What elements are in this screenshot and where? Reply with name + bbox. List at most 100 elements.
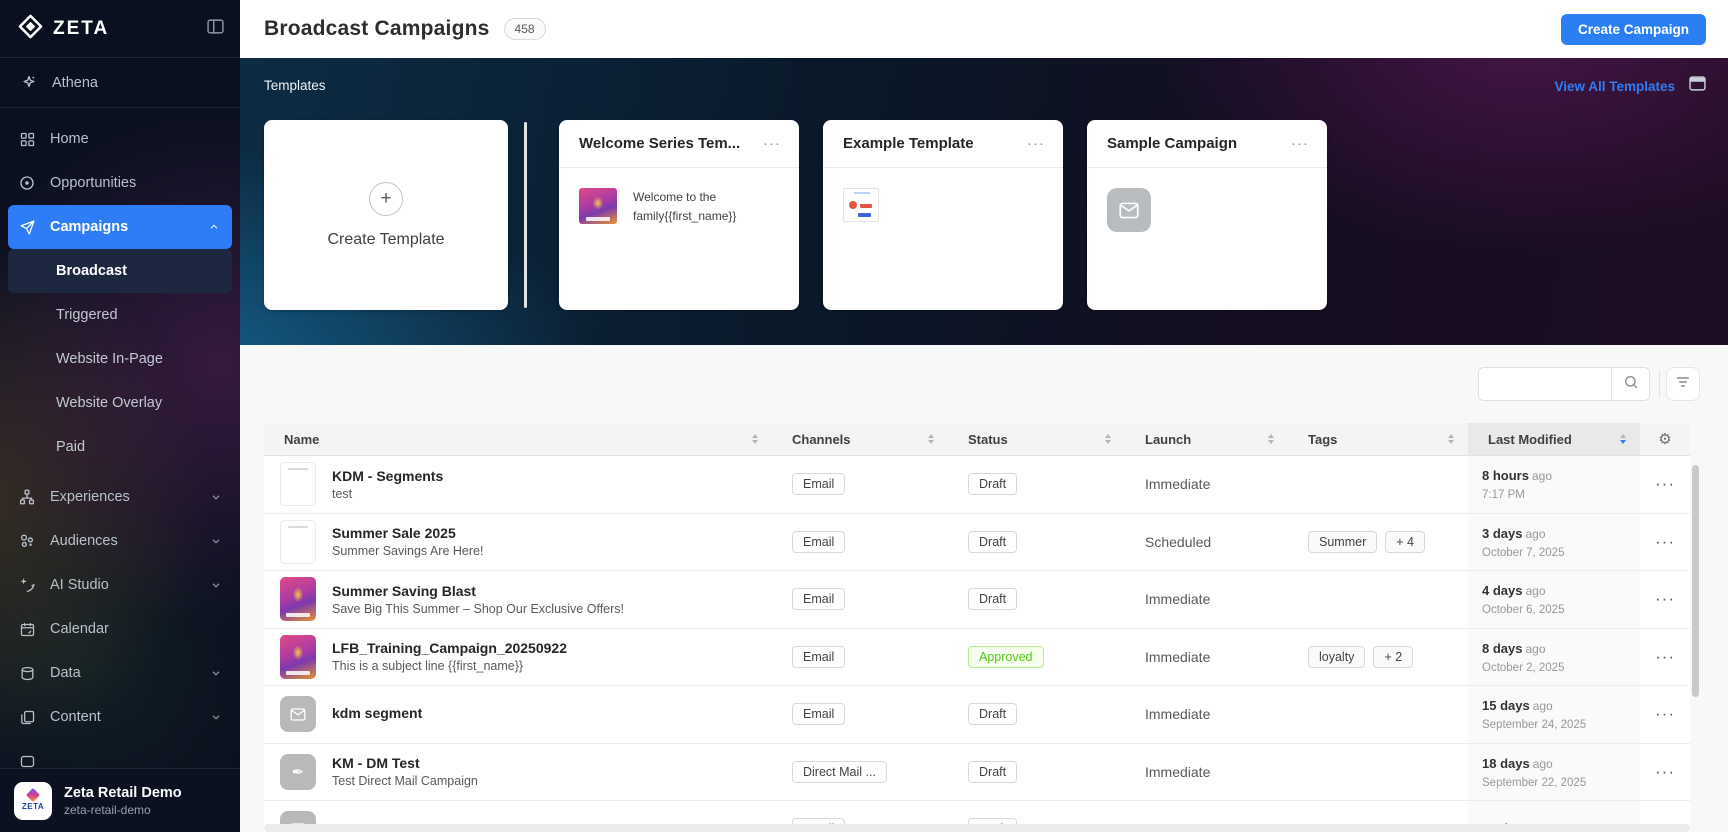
launch-type: Immediate: [1145, 706, 1211, 723]
column-header-tags[interactable]: Tags: [1288, 423, 1468, 455]
column-header-name[interactable]: Name: [264, 423, 772, 455]
template-gallery-icon[interactable]: [1689, 76, 1706, 96]
sidebar-item-home[interactable]: Home: [0, 117, 240, 161]
vertical-scrollbar[interactable]: [1692, 465, 1699, 697]
sidebar-item-website-overlay[interactable]: Website Overlay: [0, 381, 240, 425]
sidebar-item-label: Data: [50, 665, 81, 681]
workspace-badge-text: ZETA: [21, 802, 45, 811]
template-card-example[interactable]: Example Template ···: [823, 120, 1063, 310]
column-header-launch[interactable]: Launch: [1125, 423, 1288, 455]
sidebar-item-label: Calendar: [50, 621, 109, 637]
modified-relative: 4 days: [1482, 583, 1523, 599]
column-header-status[interactable]: Status: [948, 423, 1125, 455]
templates-label: Templates: [264, 78, 326, 93]
sidebar-item-paid[interactable]: Paid: [0, 425, 240, 469]
table-row[interactable]: LFB_Training_Campaign_20250922 This is a…: [264, 628, 1690, 686]
column-header-channels[interactable]: Channels: [772, 423, 948, 455]
status-badge: Draft: [968, 703, 1018, 726]
search-button[interactable]: [1611, 368, 1649, 400]
sidebar-item-audiences[interactable]: Audiences: [0, 519, 240, 563]
sidebar-item-opportunities[interactable]: Opportunities: [0, 161, 240, 205]
opportunities-icon: [18, 174, 36, 192]
campaign-name-link[interactable]: Summer Saving Blast: [332, 582, 476, 599]
sidebar-item-data[interactable]: Data: [0, 651, 240, 695]
campaign-name-link[interactable]: LFB_Training_Campaign_20250922: [332, 640, 567, 657]
partial-item-icon: [18, 753, 36, 770]
search-input[interactable]: [1479, 368, 1611, 400]
tag-chip: Summer: [1308, 530, 1378, 553]
kebab-menu-icon[interactable]: ···: [1291, 135, 1309, 152]
create-campaign-button[interactable]: Create Campaign: [1560, 13, 1706, 45]
table-settings-button[interactable]: ⚙: [1640, 423, 1690, 455]
row-actions-button[interactable]: ···: [1655, 589, 1675, 609]
campaigns-table: Name Channels Status Launch Tags: [264, 423, 1690, 832]
row-actions-button[interactable]: ···: [1655, 761, 1675, 781]
row-actions-button[interactable]: ···: [1655, 646, 1675, 666]
row-actions-button[interactable]: ···: [1655, 474, 1675, 494]
top-bar: Broadcast Campaigns 458 Create Campaign: [240, 0, 1728, 58]
sidebar-item-broadcast[interactable]: Broadcast: [8, 249, 232, 293]
table-row[interactable]: kdm segment Email Draft Immediate 15 day…: [264, 686, 1690, 744]
sidebar-item-partial[interactable]: [0, 739, 240, 783]
campaign-name-link[interactable]: KM - DM Test: [332, 755, 420, 772]
modified-detail: October 2, 2025: [1482, 661, 1565, 674]
envelope-icon: [280, 696, 316, 733]
campaign-list-section: Name Channels Status Launch Tags: [240, 345, 1728, 832]
launch-type: Immediate: [1145, 476, 1211, 493]
sidebar-item-calendar[interactable]: Calendar: [0, 607, 240, 651]
table-row[interactable]: KDM - Segments test Email Draft Immediat…: [264, 456, 1690, 514]
envelope-icon: [1107, 188, 1151, 232]
modified-detail: October 6, 2025: [1482, 604, 1565, 617]
view-all-templates-link[interactable]: View All Templates: [1554, 78, 1675, 94]
gear-icon: ⚙: [1658, 430, 1672, 448]
column-header-last-modified[interactable]: Last Modified: [1468, 423, 1640, 455]
sidebar-item-experiences[interactable]: Experiences: [0, 475, 240, 519]
template-card-title: Example Template: [843, 135, 974, 152]
sub-item-label: Paid: [56, 439, 86, 455]
sidebar-item-triggered[interactable]: Triggered: [0, 293, 240, 337]
sub-item-label: Website Overlay: [56, 395, 163, 411]
template-card-sample-campaign[interactable]: Sample Campaign ···: [1087, 120, 1327, 310]
campaign-thumbnail: [280, 462, 316, 507]
chevron-down-icon: [210, 579, 222, 591]
launch-type: Immediate: [1145, 591, 1211, 608]
template-card-welcome-series[interactable]: Welcome Series Tem... ··· Welcome to the…: [559, 120, 799, 310]
campaign-name-link[interactable]: Summer Sale 2025: [332, 525, 456, 542]
table-row[interactable]: ✒ KM - DM Test Test Direct Mail Campaign…: [264, 743, 1690, 801]
page-title: Broadcast Campaigns: [264, 17, 490, 40]
zeta-mini-diamond-icon: [25, 787, 41, 803]
sub-item-label: Broadcast: [56, 263, 127, 279]
launch-type: Immediate: [1145, 648, 1211, 665]
workspace-switcher[interactable]: ZETA Zeta Retail Demo zeta-retail-demo: [0, 768, 240, 832]
kebab-menu-icon[interactable]: ···: [763, 135, 781, 152]
campaign-name-link[interactable]: kdm segment: [332, 704, 423, 721]
row-actions-button[interactable]: ···: [1655, 704, 1675, 724]
sort-icon: [1105, 431, 1111, 447]
modified-detail: September 22, 2025: [1482, 776, 1587, 789]
modified-relative: 8 days: [1482, 640, 1523, 656]
sidebar-item-athena[interactable]: Athena: [0, 58, 240, 108]
modified-relative: 18 days: [1482, 755, 1530, 771]
row-actions-button[interactable]: ···: [1655, 531, 1675, 551]
templates-section: Templates View All Templates + Create Te…: [240, 58, 1728, 345]
column-label: Status: [968, 431, 1008, 447]
table-row[interactable]: Summer Sale 2025 Summer Savings Are Here…: [264, 513, 1690, 571]
sidebar-collapse-button[interactable]: [207, 18, 224, 39]
sidebar-item-website-in-page[interactable]: Website In-Page: [0, 337, 240, 381]
athena-sparkle-icon: [20, 74, 38, 92]
filter-button[interactable]: [1666, 367, 1700, 401]
template-card-title: Sample Campaign: [1107, 135, 1238, 152]
sidebar-item-content[interactable]: Content: [0, 695, 240, 739]
create-template-card[interactable]: + Create Template: [264, 120, 508, 310]
modified-suffix: ago: [1532, 699, 1553, 714]
kebab-menu-icon[interactable]: ···: [1027, 135, 1045, 152]
launch-type: Immediate: [1145, 763, 1211, 780]
horizontal-scrollbar[interactable]: [264, 824, 1690, 832]
column-label: Last Modified: [1488, 431, 1572, 447]
cards-divider: [524, 122, 527, 308]
sidebar-item-ai-studio[interactable]: AI Studio: [0, 563, 240, 607]
campaign-name-link[interactable]: KDM - Segments: [332, 467, 444, 484]
table-row[interactable]: Summer Saving Blast Save Big This Summer…: [264, 571, 1690, 629]
campaign-subject: This is a subject line {{first_name}}: [332, 659, 524, 674]
sidebar-item-campaigns[interactable]: Campaigns: [8, 205, 232, 249]
